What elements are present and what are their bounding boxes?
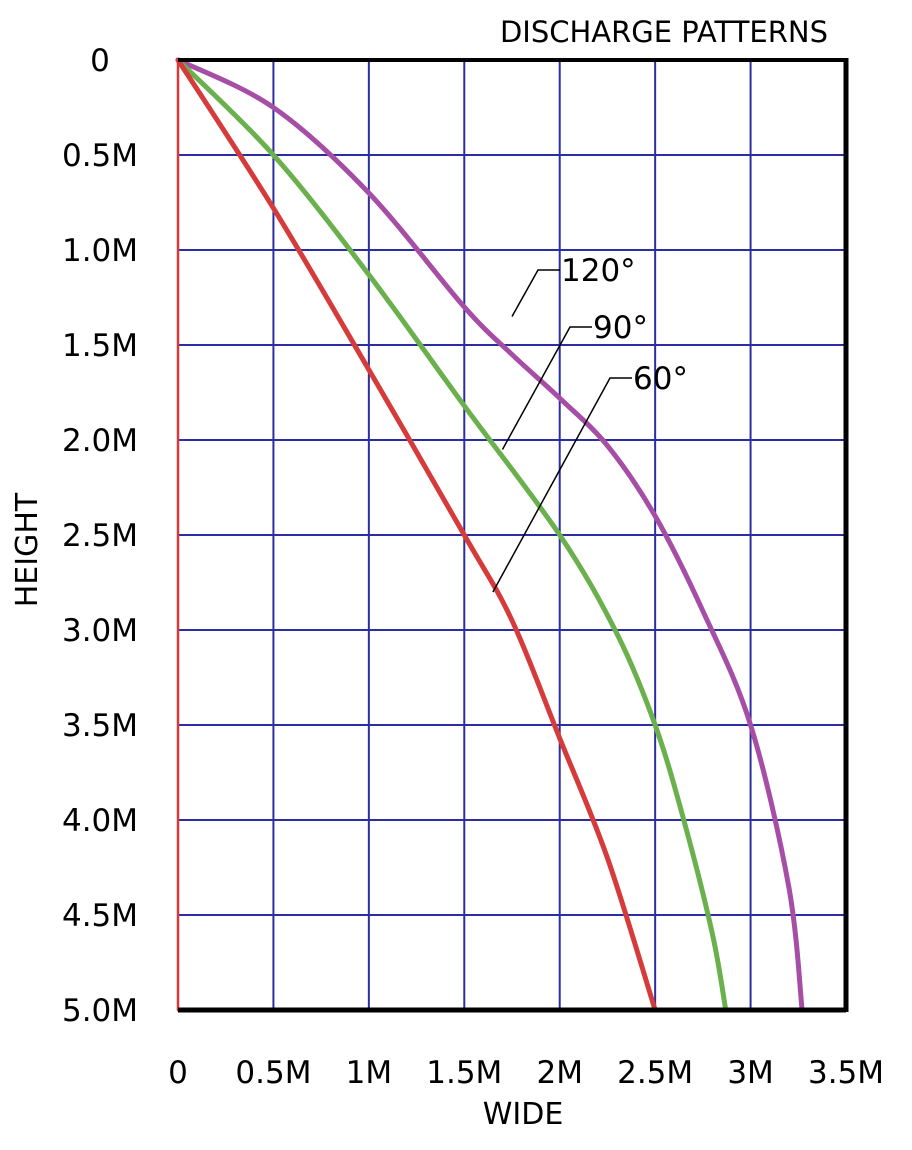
y-tick-label: 4.5M <box>62 898 138 934</box>
x-axis-title: WIDE <box>483 1097 564 1132</box>
x-tick-label: 1M <box>346 1055 392 1091</box>
callout-leader-line <box>501 326 592 450</box>
x-tick-label: 3.5M <box>808 1055 884 1091</box>
grid <box>177 59 847 1011</box>
x-tick-label: 0 <box>168 1055 188 1091</box>
y-tick-label: 2.0M <box>62 423 138 459</box>
y-tick-label: 1.5M <box>62 328 138 364</box>
y-tick-label: 0.5M <box>62 138 138 174</box>
callout-label: 120° <box>561 253 636 289</box>
y-tick-label: 0 <box>90 43 110 79</box>
callout-leader-line <box>511 269 560 317</box>
series-line-60 <box>175 57 658 1013</box>
x-tick-label: 1.5M <box>426 1055 502 1091</box>
x-tick-label: 3M <box>727 1055 773 1091</box>
y-tick-label: 3.5M <box>62 708 138 744</box>
x-tick-label: 2.5M <box>617 1055 693 1091</box>
callout-label: 60° <box>633 361 688 397</box>
series-line-90 <box>175 57 729 1013</box>
series <box>175 57 805 1013</box>
plot-frame <box>178 58 849 1013</box>
y-tick-label: 4.0M <box>62 803 138 839</box>
y-tick-label: 2.5M <box>62 518 138 554</box>
callout-leader-line <box>492 377 632 593</box>
y-tick-label: 5.0M <box>62 993 138 1029</box>
y-tick-label: 1.0M <box>62 233 138 269</box>
callouts: 120° 90° 60° <box>492 253 688 593</box>
y-tick-label: 3.0M <box>62 613 138 649</box>
callout-label: 90° <box>593 310 648 346</box>
series-line-120 <box>175 57 805 1013</box>
x-tick-label: 0.5M <box>235 1055 311 1091</box>
chart-title: DISCHARGE PATTERNS <box>500 15 828 49</box>
tick-labels: 0 0.5M 1M 1.5M 2M 2.5M 3M 3.5M 0 0.5M 1.0M 1.5M 2.0M… <box>62 43 884 1091</box>
x-tick-label: 2M <box>536 1055 582 1091</box>
y-axis-title: HEIGHT <box>10 492 45 607</box>
